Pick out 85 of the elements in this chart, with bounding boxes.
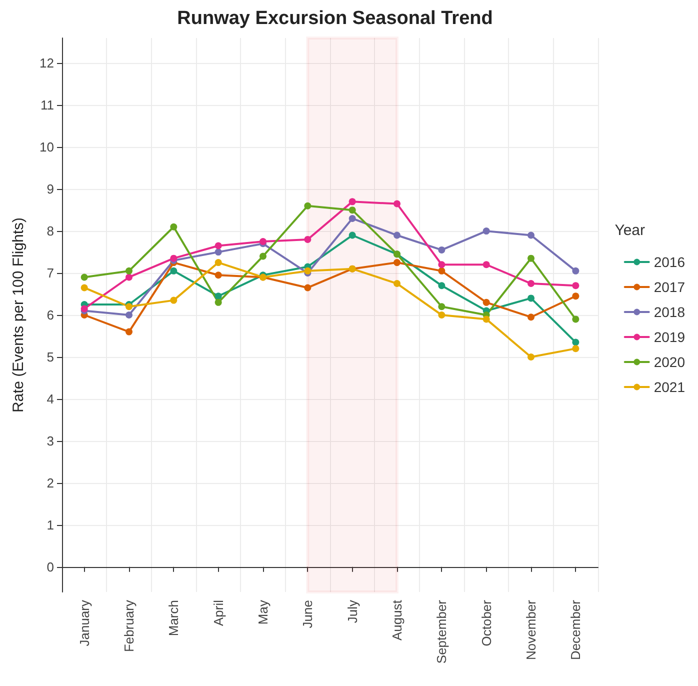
point xyxy=(348,206,356,214)
y-axis-title: Rate (Events per 100 Flights) xyxy=(10,217,27,413)
legend-label: 2019 xyxy=(654,329,686,345)
y-tick-label: 8 xyxy=(46,224,54,239)
point xyxy=(214,248,222,256)
point xyxy=(528,232,534,239)
point xyxy=(482,228,490,235)
x-tick-label: March xyxy=(166,600,182,636)
point xyxy=(528,280,534,288)
legend-title: Year xyxy=(614,222,646,239)
point xyxy=(304,202,312,210)
point xyxy=(214,298,222,306)
point xyxy=(214,292,222,300)
point xyxy=(126,267,132,274)
y-tick-label: 0 xyxy=(46,559,54,574)
legend-label: 2017 xyxy=(654,279,686,295)
x-tick-label: September xyxy=(434,599,450,664)
point xyxy=(438,267,446,274)
y-tick-label: 12 xyxy=(40,56,54,71)
legend-label: 2018 xyxy=(654,304,686,320)
point xyxy=(394,200,400,208)
y-tick-label: 11 xyxy=(40,98,54,113)
point xyxy=(214,259,222,266)
point xyxy=(482,261,490,268)
point xyxy=(304,236,312,243)
point xyxy=(348,232,356,239)
point xyxy=(572,316,580,323)
point xyxy=(394,232,400,239)
point xyxy=(126,303,132,310)
legend-label: 2021 xyxy=(654,379,686,395)
y-tick-label: 5 xyxy=(46,349,54,364)
chart-title: Runway Excursion Seasonal Trend xyxy=(177,8,493,29)
point xyxy=(528,314,534,321)
y-tick-label: 4 xyxy=(46,391,54,406)
y-tick-label: 6 xyxy=(46,308,54,322)
point xyxy=(528,254,534,262)
point xyxy=(126,328,132,336)
point xyxy=(572,292,580,300)
point xyxy=(170,223,178,230)
point xyxy=(214,272,222,279)
point xyxy=(260,252,266,260)
point xyxy=(214,242,222,250)
point xyxy=(482,316,490,323)
x-tick-label: January xyxy=(76,600,92,646)
legend-label: 2016 xyxy=(654,254,686,270)
point xyxy=(572,345,580,352)
point xyxy=(438,246,446,254)
x-tick-label: August xyxy=(390,600,404,640)
point xyxy=(438,261,446,268)
point xyxy=(572,267,580,274)
point xyxy=(394,280,400,288)
point xyxy=(528,294,534,302)
point xyxy=(528,353,534,360)
x-tick-label: May xyxy=(256,600,270,625)
point xyxy=(572,338,580,346)
point xyxy=(438,303,446,310)
point xyxy=(394,259,400,266)
x-tick-label: July xyxy=(344,600,360,624)
x-tick-label: December xyxy=(568,599,584,660)
point xyxy=(438,312,446,318)
y-tick-label: 3 xyxy=(46,433,54,448)
point xyxy=(170,267,178,274)
point xyxy=(482,298,490,306)
point xyxy=(348,214,356,222)
point xyxy=(126,312,132,318)
y-tick-label: 7 xyxy=(46,266,54,281)
y-tick-label: 2 xyxy=(46,475,54,490)
point xyxy=(80,284,88,292)
x-tick-label: June xyxy=(300,600,316,628)
point xyxy=(438,282,446,290)
point xyxy=(80,274,88,281)
x-tick-label: November xyxy=(524,599,538,660)
point xyxy=(170,296,178,304)
point xyxy=(572,282,580,290)
x-tick-label: April xyxy=(210,600,226,626)
y-tick-label: 1 xyxy=(46,517,54,532)
x-tick-label: February xyxy=(122,600,136,652)
y-tick-label: 10 xyxy=(40,140,54,155)
x-tick-label: October xyxy=(478,599,494,646)
point xyxy=(348,198,356,206)
point xyxy=(126,274,132,281)
y-tick-label: 9 xyxy=(46,182,54,197)
point xyxy=(304,267,312,274)
legend-label: 2020 xyxy=(654,354,686,370)
point xyxy=(304,284,312,292)
